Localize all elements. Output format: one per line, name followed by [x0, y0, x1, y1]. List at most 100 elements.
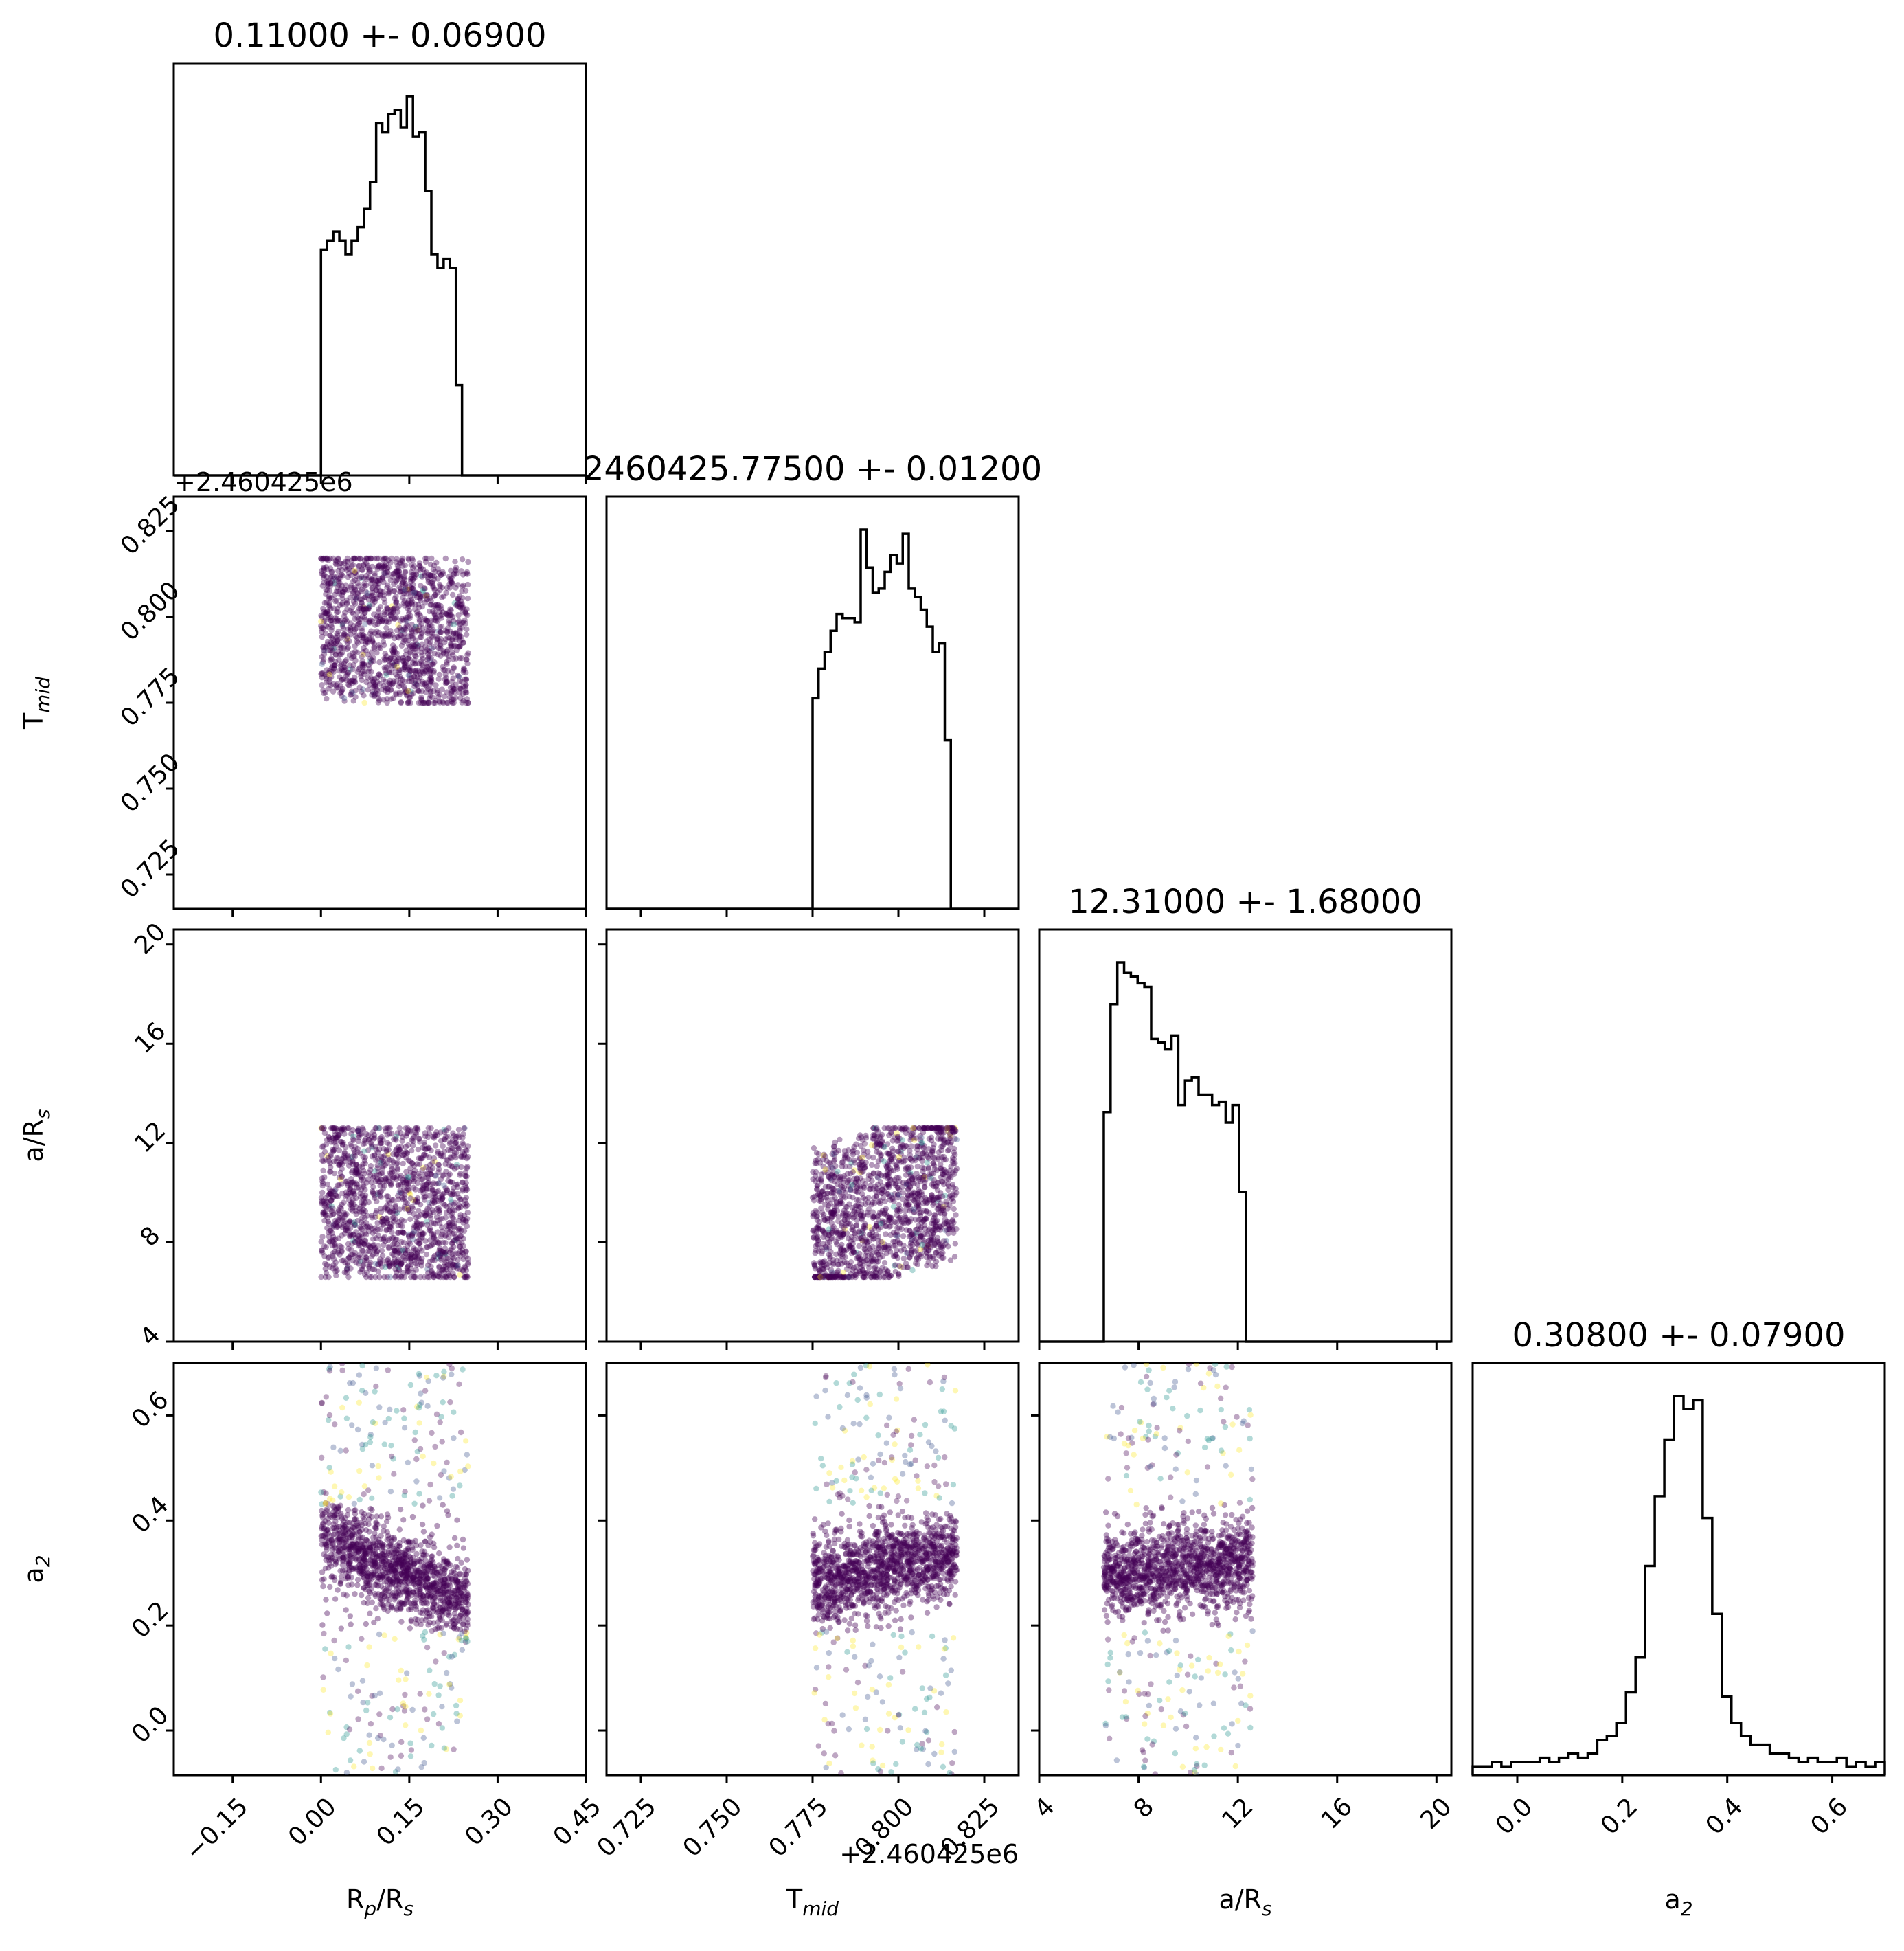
scatter-point: [438, 572, 444, 578]
scatter-point: [847, 1186, 854, 1193]
scatter-point: [337, 1162, 343, 1168]
scatter-point: [387, 633, 394, 639]
scatter-point: [400, 1196, 406, 1202]
scatter-point: [332, 1244, 339, 1250]
scatter-point: [395, 1250, 401, 1256]
scatter-point: [354, 1128, 361, 1134]
scatter-point: [947, 1225, 953, 1231]
scatter-point: [868, 1202, 875, 1208]
scatter-point: [367, 1244, 374, 1250]
scatter-point: [406, 678, 412, 684]
scatter-point: [453, 655, 460, 662]
scatter-point: [409, 1176, 416, 1182]
scatter-point: [459, 637, 465, 643]
scatter-point: [905, 1264, 911, 1271]
scatter-point: [375, 578, 381, 584]
scatter-point: [388, 686, 394, 692]
scatter-point: [375, 1125, 381, 1131]
scatter-point: [857, 1250, 863, 1257]
scatter-point: [460, 1216, 466, 1222]
scatter-point: [821, 1274, 828, 1281]
scatter-point: [375, 1149, 381, 1155]
scatter-point: [340, 1140, 346, 1146]
scatter-point: [874, 1274, 881, 1281]
scatter-point: [352, 1250, 359, 1256]
scatter-point: [820, 1156, 826, 1162]
scatter-point: [357, 1150, 363, 1157]
scatter-point: [422, 555, 429, 562]
scatter-point: [442, 676, 449, 683]
scatter-point: [396, 1154, 402, 1160]
scatter-point: [322, 1274, 329, 1281]
scatter-point: [820, 1228, 826, 1234]
scatter-point: [341, 668, 347, 674]
scatter-point: [427, 1259, 433, 1265]
scatter-point: [329, 624, 335, 631]
scatter-point: [405, 614, 411, 620]
scatter-point: [440, 1249, 446, 1255]
scatter-point: [910, 1125, 916, 1131]
scatter-point: [429, 622, 435, 629]
scatter-point: [330, 1234, 337, 1240]
scatter-point: [425, 686, 431, 692]
scatter-point: [326, 594, 332, 600]
scatter-point: [401, 637, 407, 643]
scatter-point: [453, 567, 460, 574]
scatter-point: [382, 651, 388, 657]
scatter-point: [437, 1216, 443, 1222]
scatter-point: [449, 1206, 455, 1213]
scatter-point: [328, 574, 335, 580]
scatter-point: [424, 630, 431, 637]
scatter-point: [375, 1178, 381, 1184]
scatter-point: [373, 1147, 379, 1153]
scatter-point: [385, 1415, 392, 1422]
scatter-point: [409, 565, 416, 572]
scatter-point: [413, 568, 420, 574]
scatter-point: [319, 556, 326, 563]
scatter-point: [439, 1267, 445, 1274]
scatter-point: [350, 1158, 356, 1164]
scatter-point: [338, 689, 345, 695]
scatter-point: [947, 1125, 953, 1131]
scatter-point: [446, 1208, 453, 1214]
scatter-point: [408, 688, 414, 695]
scatter-point: [343, 1223, 349, 1230]
scatter-point: [381, 569, 387, 576]
scatter-point: [358, 1199, 365, 1206]
scatter-point: [407, 668, 413, 674]
scatter-point: [432, 1191, 438, 1197]
scatter-point: [460, 1235, 466, 1242]
scatter-point: [926, 1136, 933, 1142]
scatter-point: [892, 1232, 898, 1239]
scatter-point: [456, 633, 463, 640]
scatter-point: [447, 577, 453, 583]
scatter-point: [447, 1154, 453, 1160]
scatter-point: [345, 574, 351, 580]
scatter-point: [886, 1184, 892, 1191]
scatter-point: [341, 1125, 348, 1131]
scatter-point: [456, 643, 463, 649]
scatter-point: [362, 1195, 368, 1201]
scatter-point: [342, 632, 348, 638]
scatter-point: [414, 627, 420, 633]
scatter-point: [894, 1162, 900, 1168]
scatter-point: [878, 1151, 885, 1158]
scatter-point: [337, 1252, 343, 1258]
scatter-point: [400, 594, 406, 600]
scatter-point: [416, 591, 422, 598]
scatter-point: [830, 1208, 837, 1215]
scatter-point: [363, 555, 370, 562]
scatter-point: [908, 1247, 915, 1253]
scatter-point: [376, 671, 382, 678]
scatter-point: [946, 1136, 953, 1142]
scatter-point: [405, 623, 411, 629]
scatter-point: [365, 605, 372, 611]
scatter-point: [357, 1259, 363, 1265]
scatter-point: [454, 1542, 460, 1548]
scatter-point: [351, 555, 357, 562]
scatter-point: [422, 1213, 429, 1219]
scatter-point: [386, 1259, 392, 1265]
scatter-point: [452, 1140, 458, 1147]
scatter-point: [386, 669, 392, 676]
